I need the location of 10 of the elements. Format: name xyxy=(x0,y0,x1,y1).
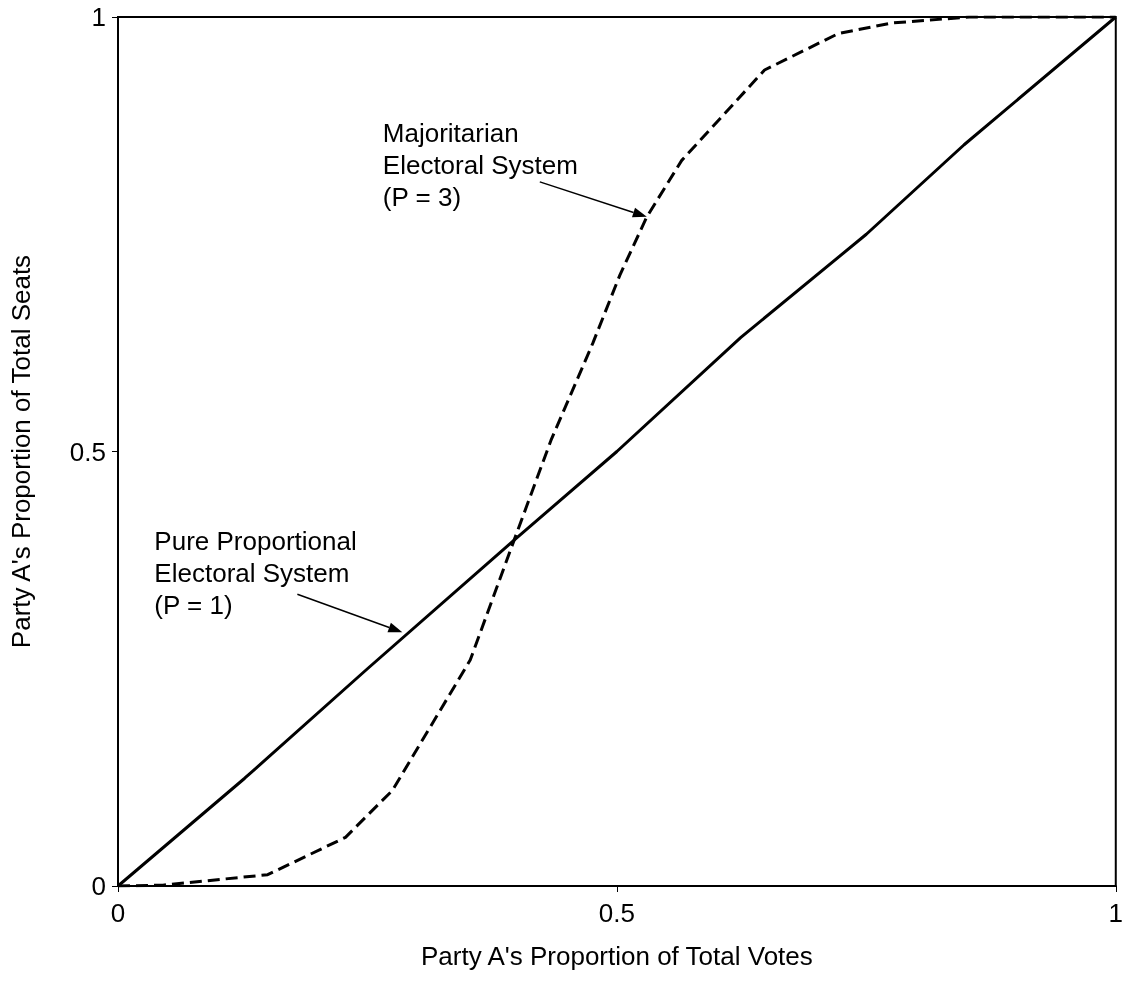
x-tick-label: 1 xyxy=(1108,898,1123,928)
y-tick-label: 0 xyxy=(91,871,106,901)
x-axis-title: Party A's Proportion of Total Votes xyxy=(420,941,813,971)
y-tick-label: 0.5 xyxy=(69,436,106,467)
y-tick-label: 1 xyxy=(91,2,106,32)
y-axis-title: Party A's Proportion of Total Seats xyxy=(6,254,36,649)
annotation: Majoritarian Electoral System (P = 3) xyxy=(382,117,578,212)
x-tick-label: 0.5 xyxy=(598,898,635,928)
annotation: Pure Proportional Electoral System (P = 1) xyxy=(154,526,357,621)
x-tick-label: 0 xyxy=(110,898,126,928)
